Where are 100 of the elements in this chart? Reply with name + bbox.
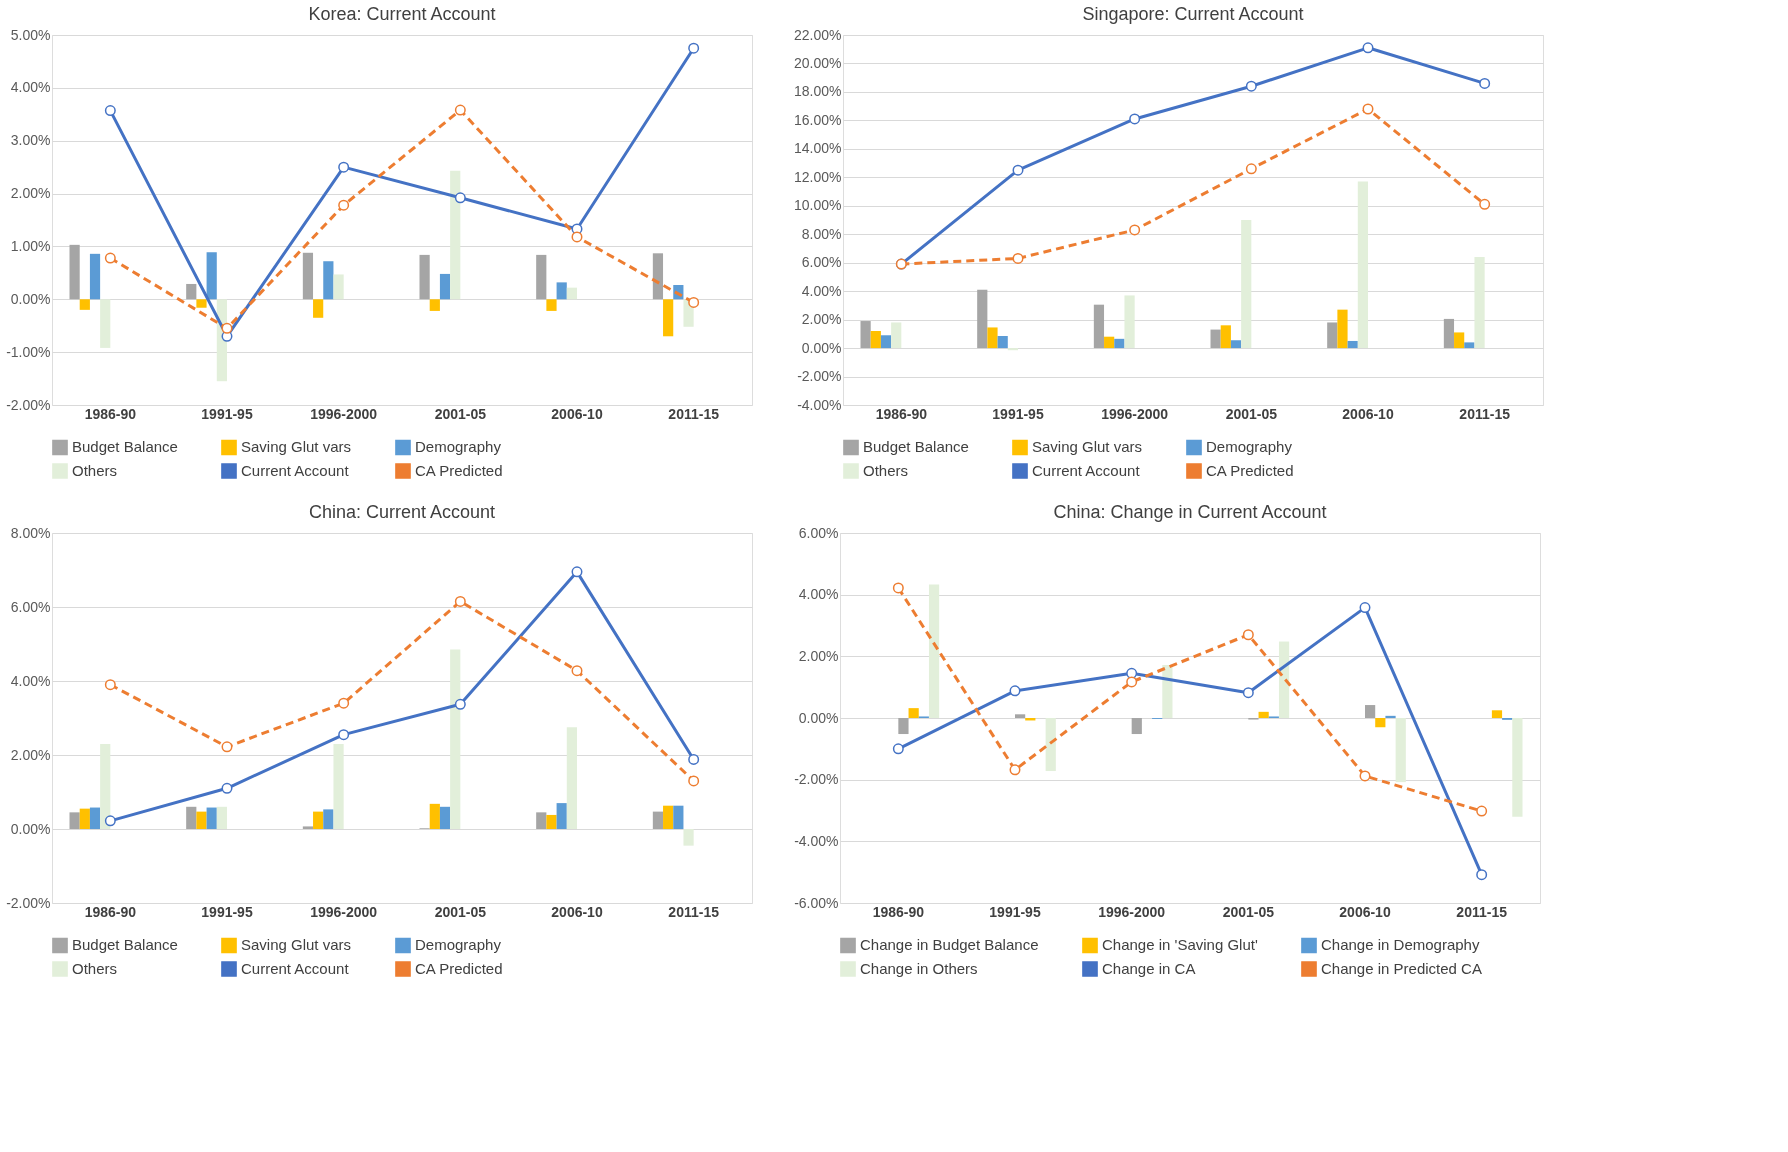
x-tick-label: 2006-10 <box>551 405 603 422</box>
bar <box>1093 304 1105 349</box>
x-tick-label: 1986-90 <box>84 903 137 920</box>
x-tick-label: 1996-2000 <box>310 405 378 422</box>
point <box>1245 80 1257 92</box>
legend-label: Budget Balance <box>863 438 969 456</box>
bar <box>1045 718 1056 772</box>
bar <box>206 807 217 829</box>
chart-title: China: Change in Current Account <box>1053 502 1327 522</box>
point <box>1479 77 1491 89</box>
x-tick-label: 2011-15 <box>1456 903 1508 920</box>
bar <box>898 718 909 735</box>
x-tick-label: 1986-90 <box>872 903 925 920</box>
x-tick-label: 1991-95 <box>992 405 1044 422</box>
bar <box>79 299 90 310</box>
y-tick-label: 2.00% <box>10 185 51 202</box>
bar <box>439 806 451 829</box>
y-tick-label: 12.00% <box>794 168 842 185</box>
bar <box>977 289 988 349</box>
bar <box>186 283 197 300</box>
y-tick-label: 8.00% <box>801 225 842 242</box>
legend-label: Saving Glut vars <box>1032 438 1143 456</box>
point <box>338 697 350 709</box>
bar <box>450 170 461 300</box>
y-tick-label: 4.00% <box>798 586 839 603</box>
legend-label: Change in CA <box>1102 960 1196 977</box>
bar <box>880 335 892 349</box>
bar <box>536 812 547 829</box>
y-tick-label: 0.00% <box>798 709 839 726</box>
chart-title: Singapore: Current Account <box>1082 4 1304 24</box>
point <box>1359 770 1371 782</box>
x-tick-label: 1991-95 <box>201 903 253 920</box>
y-tick-label: -2.00% <box>797 368 842 385</box>
x-tick-label: 2006-10 <box>1339 903 1391 920</box>
y-tick-label: 22.00% <box>794 26 842 43</box>
bar <box>186 806 197 829</box>
bar <box>450 649 461 829</box>
y-tick-label: 6.00% <box>801 254 842 271</box>
bar <box>439 273 451 300</box>
y-tick-label: 20.00% <box>794 54 842 71</box>
point <box>1359 602 1371 614</box>
bar <box>1512 718 1523 817</box>
bar <box>1104 336 1115 349</box>
y-tick-label: 3.00% <box>10 132 51 149</box>
point <box>1129 224 1141 236</box>
bar <box>1258 711 1269 718</box>
bar <box>683 829 694 846</box>
legend-label: Change in 'Saving Glut' <box>1102 936 1258 954</box>
bar <box>566 287 577 300</box>
legend-label: Saving Glut vars <box>241 936 352 954</box>
point <box>1009 685 1021 697</box>
bar <box>673 805 684 829</box>
bar <box>429 299 440 311</box>
bar <box>663 299 674 337</box>
bar <box>860 321 871 349</box>
bar <box>556 282 567 300</box>
bar <box>1347 340 1358 349</box>
bar <box>891 322 902 349</box>
chart-title: Korea: Current Account <box>308 4 496 24</box>
point <box>1479 198 1491 210</box>
bar <box>1220 325 1231 349</box>
bar <box>69 812 80 829</box>
point <box>1242 687 1254 699</box>
point <box>1009 764 1021 776</box>
point <box>1362 103 1374 115</box>
bar <box>1210 329 1221 349</box>
point <box>1012 252 1024 264</box>
bar <box>89 807 101 829</box>
y-tick-label: 1.00% <box>10 237 51 254</box>
y-tick-label: -2.00% <box>794 771 839 788</box>
y-tick-label: 14.00% <box>794 140 842 157</box>
y-tick-label: 6.00% <box>798 524 839 541</box>
bar <box>556 803 567 829</box>
bar <box>79 808 90 829</box>
bar <box>313 811 324 829</box>
bar <box>1007 348 1018 351</box>
bar <box>1375 718 1386 728</box>
legend-label: Others <box>72 960 118 977</box>
legend-label: Current Account <box>241 462 350 479</box>
x-tick-label: 2006-10 <box>551 903 603 920</box>
x-tick-label: 2001-05 <box>434 903 487 920</box>
y-tick-label: 2.00% <box>798 647 839 664</box>
bar <box>1365 705 1376 718</box>
y-tick-label: 4.00% <box>801 282 842 299</box>
point <box>571 566 583 578</box>
bar <box>1327 322 1338 349</box>
bar <box>313 299 324 318</box>
point <box>104 105 116 117</box>
y-tick-label: 0.00% <box>10 290 51 307</box>
x-tick-label: 1996-2000 <box>1098 903 1166 920</box>
y-tick-label: 2.00% <box>801 311 842 328</box>
y-tick-label: -4.00% <box>797 396 842 413</box>
y-tick-label: 8.00% <box>10 524 51 541</box>
point <box>1126 667 1138 679</box>
bar <box>1464 342 1475 349</box>
legend-label: Current Account <box>1032 462 1141 479</box>
point <box>454 104 466 116</box>
legend-label: Others <box>863 462 909 479</box>
bar <box>997 335 1008 349</box>
y-tick-label: 5.00% <box>10 26 51 43</box>
